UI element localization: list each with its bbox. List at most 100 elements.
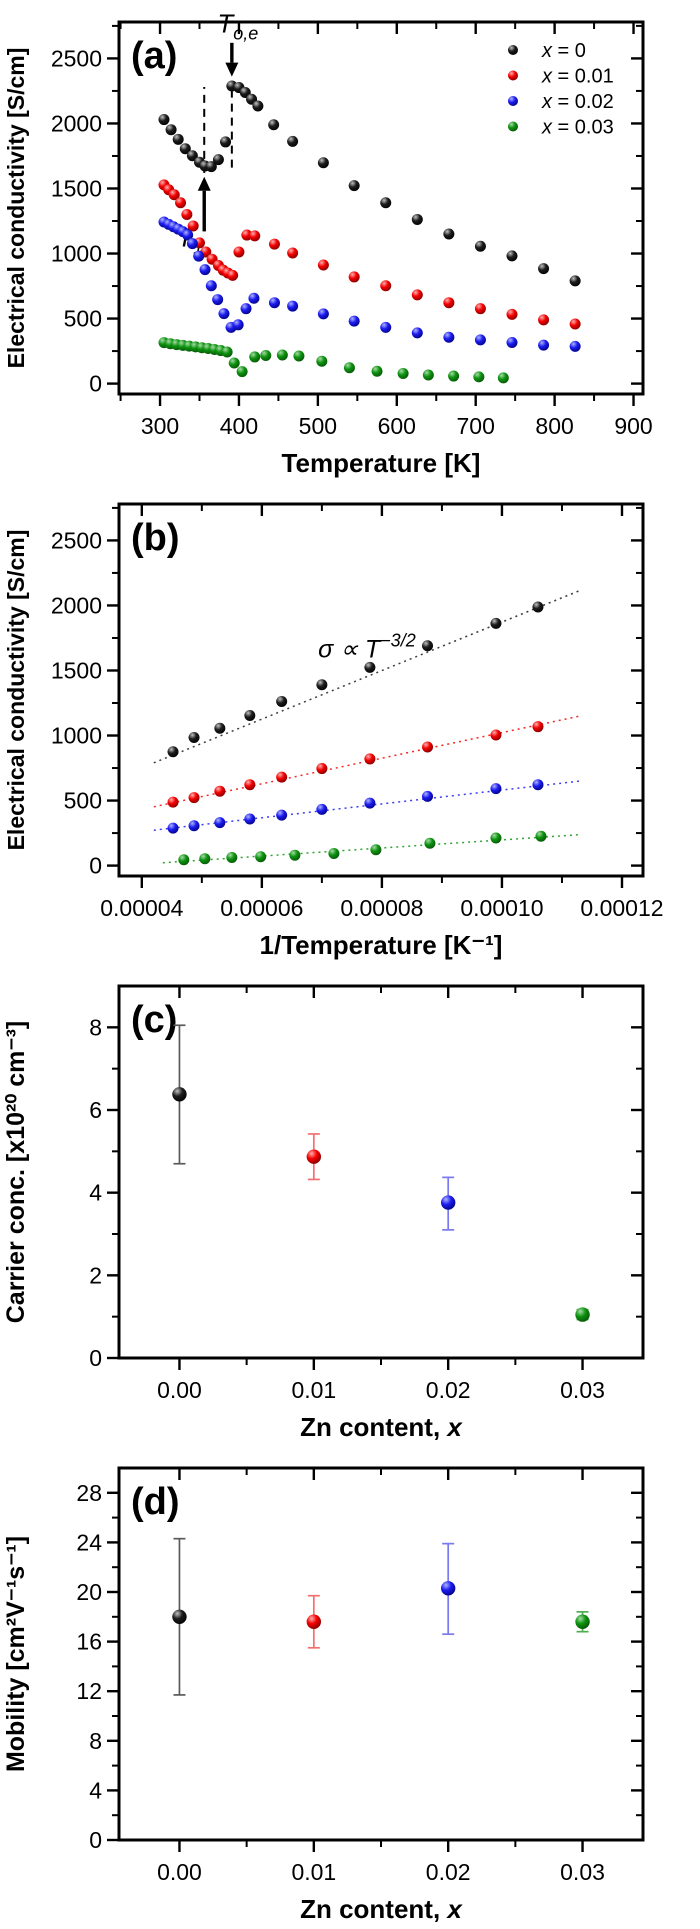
data-point-red (187, 220, 199, 232)
data-point-black (276, 695, 288, 707)
data-point-red (306, 1149, 322, 1164)
data-point-blue (422, 790, 434, 802)
data-point-blue (443, 331, 455, 343)
data-point-blue (193, 250, 205, 262)
x-tick-label: 0.00004 (100, 895, 183, 921)
data-point-green (316, 355, 328, 367)
data-point-blue (506, 336, 518, 348)
data-point-black (205, 161, 217, 173)
panel-letter: (a) (131, 35, 177, 77)
data-point-green (535, 830, 547, 842)
y-tick-label: 2500 (51, 45, 102, 71)
panel-letter: (b) (131, 517, 180, 559)
data-point-blue (167, 822, 179, 834)
data-point-black (474, 240, 486, 252)
legend-label: x = 0.03 (541, 117, 614, 139)
data-point-black (165, 124, 177, 136)
y-tick-label: 16 (76, 1629, 102, 1655)
x-tick-label: 900 (614, 413, 652, 439)
data-point-black (411, 213, 423, 225)
data-point-blue (182, 229, 194, 241)
data-point-blue (569, 340, 581, 352)
y-tick-label: 500 (64, 788, 102, 814)
annotation-arrow-head (197, 176, 211, 191)
data-point-green (226, 852, 238, 864)
data-point-green (575, 1307, 590, 1322)
data-point-red (227, 269, 239, 281)
y-tick-label: 24 (76, 1529, 102, 1555)
x-tick-label: 0.01 (291, 1377, 336, 1403)
x-axis-title: Zn content, x (300, 1894, 463, 1924)
x-tick-label: 0.03 (560, 1859, 605, 1885)
data-point-red (306, 1614, 322, 1629)
data-point-red (490, 729, 502, 741)
legend-label-value: = 0 (552, 40, 586, 62)
data-point-black (179, 143, 191, 155)
data-point-blue (317, 308, 329, 320)
data-point-black (172, 1087, 187, 1102)
data-point-green (178, 854, 190, 866)
x-axis-title-text: Zn content, (300, 1412, 447, 1442)
x-tick-label: 0.00 (157, 1377, 202, 1403)
y-tick-label: 8 (89, 1728, 102, 1754)
data-point-blue (188, 820, 200, 832)
data-point-black (538, 263, 550, 275)
panel-b-chart: 0.00004 0.00006 0.00008 0.00010 0.00012 0 500 1… (0, 482, 700, 964)
x-axis-title-text: Temperature [K] (282, 448, 481, 478)
x-axis-title: 1/Temperature [K⁻¹] (260, 930, 503, 960)
data-point-blue (276, 809, 288, 821)
x-tick-label: 0.00006 (220, 895, 303, 921)
y-axis-title: Carrier conc. [x10²⁰ cm⁻³] (2, 1021, 30, 1324)
data-point-red (422, 741, 434, 753)
y-tick-label: 4 (89, 1180, 102, 1206)
x-tick-label: 800 (535, 413, 573, 439)
y-tick-label: 1500 (51, 175, 102, 201)
y-tick-label: 0 (89, 1827, 102, 1853)
data-point-blue (364, 797, 376, 809)
data-point-black (212, 154, 224, 166)
data-point-black (158, 114, 170, 126)
annotation-temp-base: T (217, 8, 235, 38)
y-tick-label: 12 (76, 1678, 102, 1704)
data-point-black (348, 180, 360, 192)
x-tick-label: 700 (457, 413, 495, 439)
data-point-blue (411, 327, 423, 339)
data-point-black (506, 250, 518, 262)
data-point-green (228, 357, 240, 369)
panel-background (0, 1446, 700, 1928)
plot-frame (117, 502, 645, 878)
data-point-black (380, 197, 392, 209)
y-tick-label: 6 (89, 1097, 102, 1123)
data-point-green (370, 844, 382, 856)
x-tick-label: 0.00 (157, 1859, 202, 1885)
y-tick-label: 1000 (51, 723, 102, 749)
data-point-black (490, 617, 502, 629)
legend-label-value: = 0.03 (552, 117, 614, 139)
data-point-green (575, 1614, 590, 1629)
x-tick-label: 0.00008 (340, 895, 423, 921)
data-point-blue (232, 319, 244, 331)
data-point-green (371, 365, 383, 377)
y-tick-label: 2000 (51, 110, 102, 136)
y-tick-label: 0 (89, 853, 102, 879)
x-tick-label: 300 (141, 413, 179, 439)
annotation-sigma: σ ∝ T−3/2 (318, 630, 416, 663)
legend-marker-blue (508, 96, 518, 106)
annotation-temp-sub: o,e (233, 23, 258, 43)
data-point-red (506, 308, 518, 320)
x-axis-title-text: Zn content, (300, 1894, 447, 1924)
annotation-arrow-head (225, 62, 239, 77)
data-point-blue (248, 292, 260, 304)
data-point-red (364, 753, 376, 765)
panel-background (0, 964, 700, 1446)
data-point-red (168, 189, 180, 201)
annotation-sigma-base: σ ∝ T (318, 635, 382, 663)
plot-frame (117, 984, 645, 1360)
y-axis-title: Electrical conductivity [S/cm] (3, 48, 29, 369)
legend-item: x = 0 (508, 40, 586, 62)
data-point-blue (186, 238, 198, 250)
data-point-red (348, 271, 360, 283)
panel-d-chart: 0.00 0.01 0.02 0.03 0 4 8 12 16 20 24 28 Zn content,… (0, 1446, 700, 1928)
panel-background (0, 482, 700, 964)
data-point-green (276, 349, 288, 361)
